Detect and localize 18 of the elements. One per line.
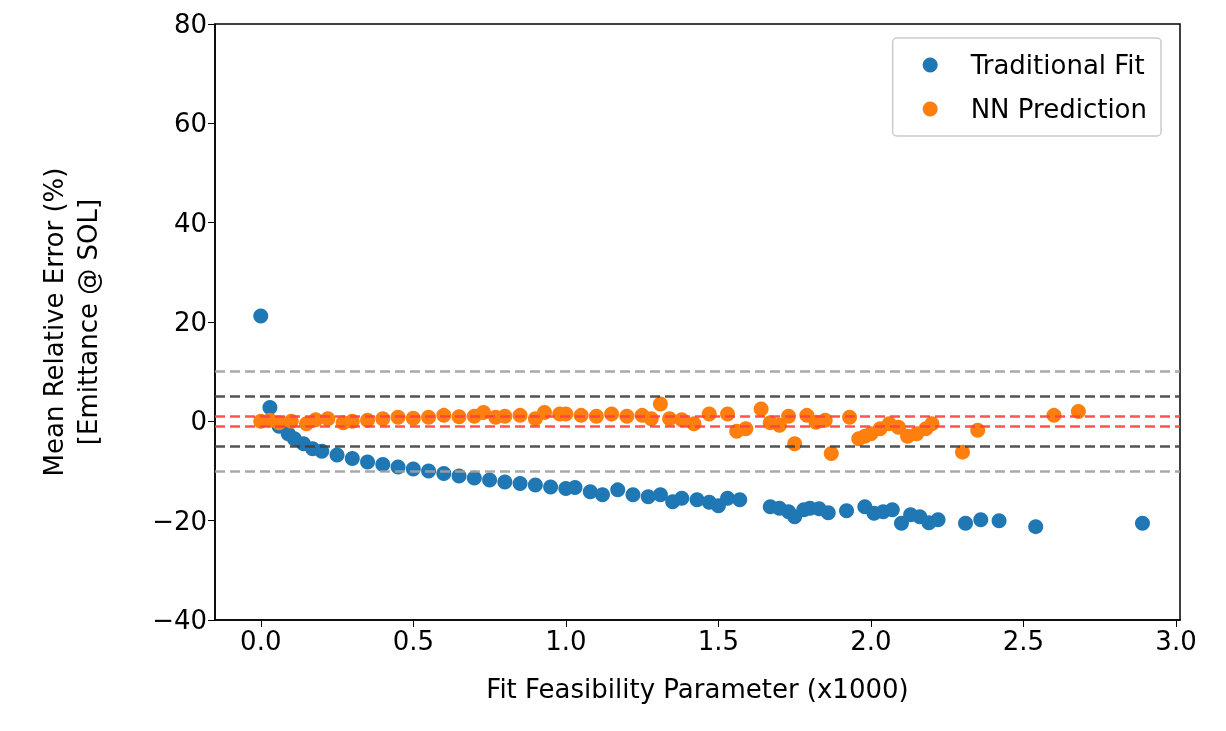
x-tick-label: 0.0 <box>240 626 282 656</box>
y-tick-label: 0 <box>190 406 207 437</box>
y-tick-label: −20 <box>152 505 207 536</box>
x-tick-label: 1.0 <box>545 626 587 656</box>
y-tick-label: −40 <box>152 605 207 635</box>
y-tick-label: 60 <box>173 108 207 139</box>
legend-label: NN Prediction <box>970 94 1147 124</box>
x-axis-title: Fit Feasibility Parameter (x1000) <box>486 674 909 704</box>
legend-label: Traditional Fit <box>969 50 1145 80</box>
x-tick-label: 1.5 <box>697 626 740 656</box>
x-tick-label: 0.5 <box>392 626 434 656</box>
y-axis-title: Mean Relative Error (%) [Emittance @ SOL] <box>39 167 103 477</box>
y-tick-label: 80 <box>173 9 207 39</box>
y-tick-label: 20 <box>173 307 207 337</box>
x-tick-label: 2.0 <box>850 626 892 656</box>
x-tick-label: 2.5 <box>1002 626 1045 656</box>
y-tick-label: 40 <box>173 207 207 238</box>
x-tick-label: 3.0 <box>1155 626 1197 656</box>
